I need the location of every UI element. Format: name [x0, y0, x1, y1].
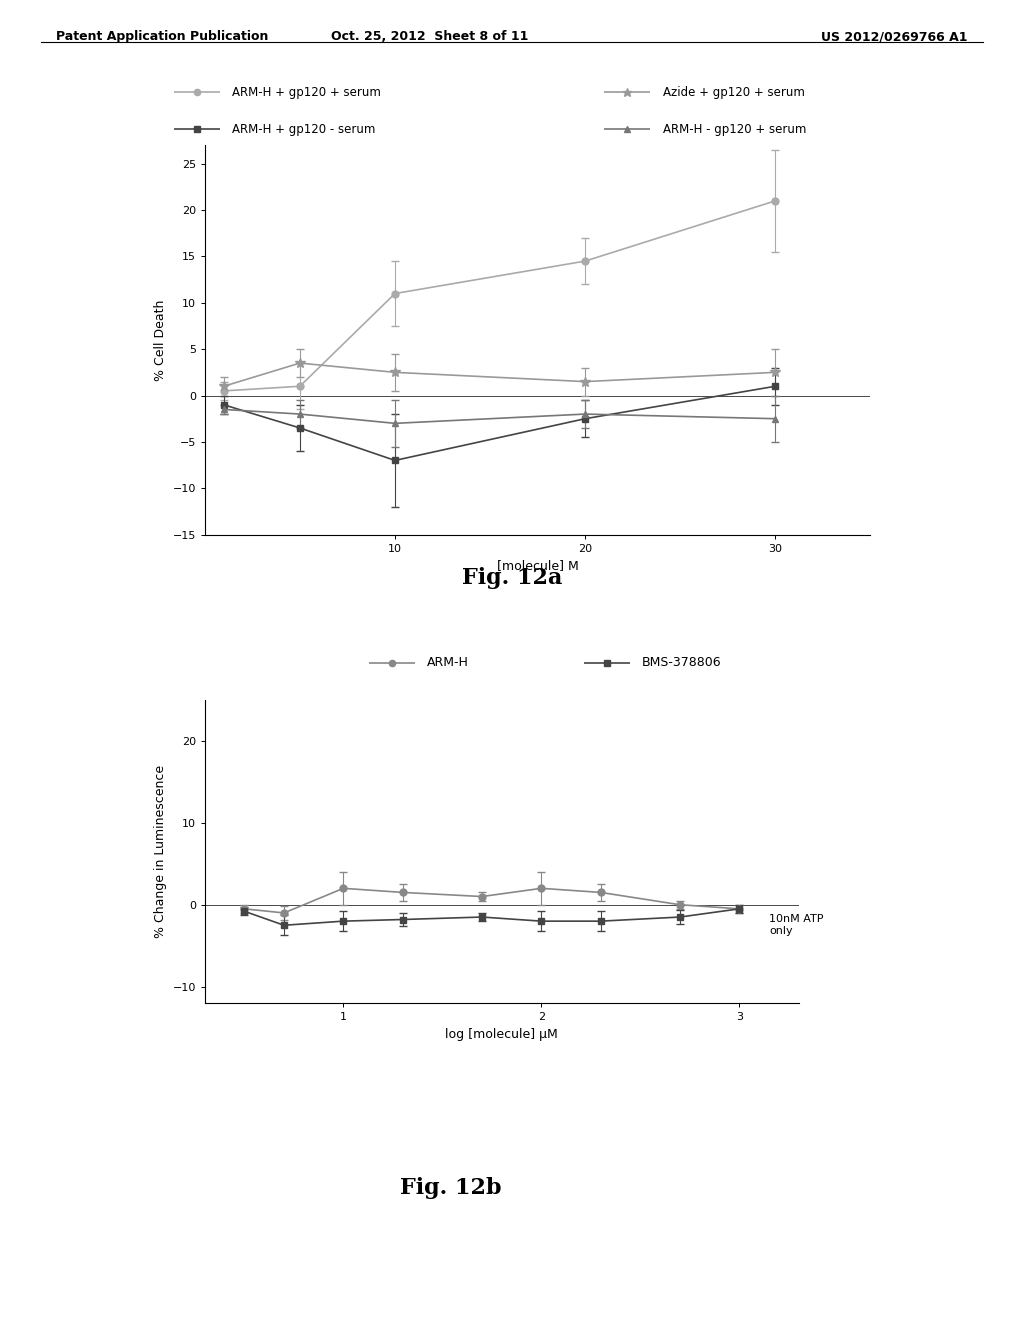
Text: Azide + gp120 + serum: Azide + gp120 + serum	[663, 86, 805, 99]
Y-axis label: % Cell Death: % Cell Death	[154, 300, 167, 380]
Text: Patent Application Publication: Patent Application Publication	[56, 30, 268, 44]
Text: ARM-H + gp120 - serum: ARM-H + gp120 - serum	[232, 123, 376, 136]
Text: Oct. 25, 2012  Sheet 8 of 11: Oct. 25, 2012 Sheet 8 of 11	[332, 30, 528, 44]
Text: BMS-378806: BMS-378806	[642, 656, 722, 669]
X-axis label: log [molecule] μM: log [molecule] μM	[445, 1028, 558, 1040]
Text: ARM-H - gp120 + serum: ARM-H - gp120 + serum	[663, 123, 806, 136]
Text: 10nM ATP
only: 10nM ATP only	[769, 915, 823, 936]
Text: US 2012/0269766 A1: US 2012/0269766 A1	[821, 30, 968, 44]
Text: Fig. 12b: Fig. 12b	[399, 1177, 502, 1199]
X-axis label: [molecule] M: [molecule] M	[497, 560, 579, 572]
Text: ARM-H: ARM-H	[427, 656, 469, 669]
Text: ARM-H + gp120 + serum: ARM-H + gp120 + serum	[232, 86, 381, 99]
Text: Fig. 12a: Fig. 12a	[462, 568, 562, 589]
Y-axis label: % Change in Luminescence: % Change in Luminescence	[154, 764, 167, 939]
